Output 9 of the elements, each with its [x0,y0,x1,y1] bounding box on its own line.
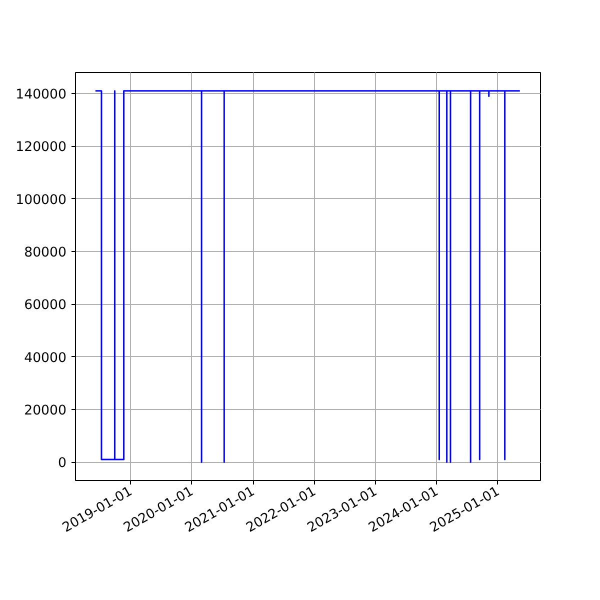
y-tick-label: 120000 [16,140,67,156]
line-series [94,90,521,463]
y-tick-label: 20000 [24,403,67,418]
y-tick-label: 80000 [24,245,67,260]
y-tick-label: 100000 [16,192,67,208]
y-tick-label: 0 [58,456,67,472]
y-tick-label: 40000 [24,350,67,366]
y-tick-label: 60000 [24,298,67,314]
y-tick-label: 140000 [16,88,67,103]
